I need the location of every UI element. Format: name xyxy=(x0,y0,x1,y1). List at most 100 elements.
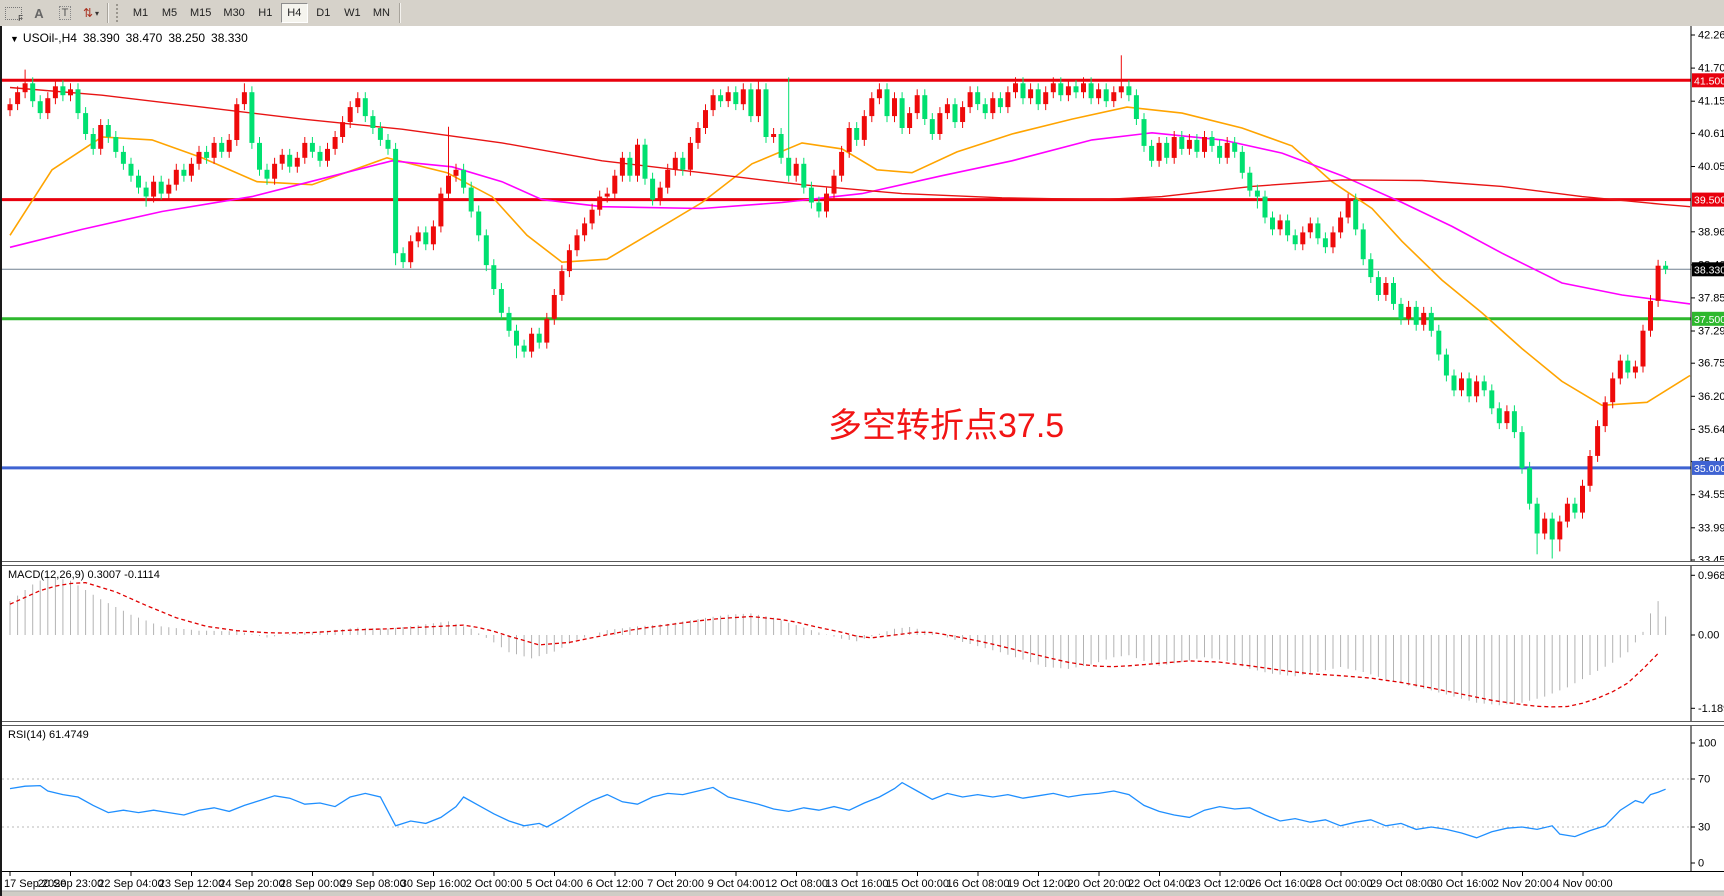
svg-text:37.850: 37.850 xyxy=(1698,292,1724,304)
text-tool-icon[interactable]: T xyxy=(53,3,77,23)
svg-text:-1.1896: -1.1896 xyxy=(1698,703,1724,715)
rsi-panel[interactable]: 100 70 30 0 xyxy=(2,726,1724,872)
timeframe-button-h1[interactable]: H1 xyxy=(252,3,279,23)
timeframe-button-d1[interactable]: D1 xyxy=(310,3,337,23)
svg-text:0.9688: 0.9688 xyxy=(1698,570,1724,582)
svg-text:22 Oct 04:00: 22 Oct 04:00 xyxy=(1128,878,1191,890)
timeframe-group: M1 M5 M15 M30 H1 H4 D1 W1 MN xyxy=(126,3,396,23)
arrow-label-tool-icon[interactable]: A xyxy=(34,5,44,21)
arrange-arrows-icon[interactable]: ⇅ ▾ xyxy=(82,6,100,20)
svg-text:2 Nov 20:00: 2 Nov 20:00 xyxy=(1493,878,1552,890)
svg-text:12 Oct 08:00: 12 Oct 08:00 xyxy=(765,878,828,890)
svg-text:26 Oct 16:00: 26 Oct 16:00 xyxy=(1249,878,1312,890)
high-value: 38.470 xyxy=(125,31,163,45)
svg-text:35.645: 35.645 xyxy=(1698,424,1724,436)
svg-text:41.705: 41.705 xyxy=(1698,63,1724,75)
open-value: 38.390 xyxy=(82,31,120,45)
svg-text:37.295: 37.295 xyxy=(1698,326,1724,338)
macd-axis[interactable]: 0.9688 0.00 -1.1896 xyxy=(1691,570,1724,715)
svg-text:24 Sep 20:00: 24 Sep 20:00 xyxy=(219,878,284,890)
macd-histogram xyxy=(9,576,1667,706)
svg-text:28 Sep 00:00: 28 Sep 00:00 xyxy=(280,878,345,890)
svg-text:42.260: 42.260 xyxy=(1698,30,1724,42)
ma-fast-line xyxy=(9,106,1691,407)
svg-text:29 Sep 08:00: 29 Sep 08:00 xyxy=(340,878,405,890)
ma-medium-line xyxy=(9,131,1691,305)
svg-text:9 Oct 04:00: 9 Oct 04:00 xyxy=(708,878,765,890)
toolbar-separator xyxy=(398,3,401,23)
rsi-axis[interactable]: 100 70 30 0 xyxy=(1691,738,1716,870)
svg-text:33.455: 33.455 xyxy=(1698,555,1724,562)
timeframe-button-m30[interactable]: M30 xyxy=(218,3,249,23)
svg-text:23 Sep 12:00: 23 Sep 12:00 xyxy=(159,878,224,890)
ma-slow-line xyxy=(9,86,1691,208)
svg-text:70: 70 xyxy=(1698,774,1710,786)
timeframe-button-m5[interactable]: M5 xyxy=(156,3,183,23)
rsi-indicator-label: RSI(14) 61.4749 xyxy=(8,729,89,741)
svg-text:34.550: 34.550 xyxy=(1698,489,1724,501)
svg-text:15 Oct 00:00: 15 Oct 00:00 xyxy=(886,878,949,890)
svg-text:0: 0 xyxy=(1698,858,1704,870)
svg-text:30: 30 xyxy=(1698,822,1710,834)
svg-text:5 Oct 04:00: 5 Oct 04:00 xyxy=(526,878,583,890)
svg-text:16 Oct 08:00: 16 Oct 08:00 xyxy=(947,878,1010,890)
svg-text:38.330: 38.330 xyxy=(1694,264,1724,276)
symbol-label: USOil-,H4 xyxy=(22,31,77,45)
rsi-line xyxy=(9,781,1666,839)
f-glyph: F xyxy=(18,14,23,23)
timeframe-button-h4[interactable]: H4 xyxy=(280,3,308,23)
svg-text:37.500: 37.500 xyxy=(1694,314,1724,326)
svg-text:100: 100 xyxy=(1698,738,1716,750)
chevron-down-icon[interactable]: ▾ xyxy=(95,8,100,18)
macd-indicator-label: MACD(12,26,9) 0.3007 -0.1114 xyxy=(8,569,160,581)
svg-text:23 Oct 12:00: 23 Oct 12:00 xyxy=(1189,878,1252,890)
svg-text:19 Oct 12:00: 19 Oct 12:00 xyxy=(1007,878,1070,890)
macd-signal-line xyxy=(9,581,1659,708)
main-price-chart[interactable]: 42.260 41.705 41.150 40.610 40.055 38.960 38.4… xyxy=(2,26,1724,561)
macd-panel[interactable]: 0.9688 0.00 -1.1896 xyxy=(2,566,1724,721)
svg-text:6 Oct 12:00: 6 Oct 12:00 xyxy=(587,878,644,890)
svg-text:33.995: 33.995 xyxy=(1698,522,1724,534)
chart-window: 42.260 41.705 41.150 40.610 40.055 38.960 38.4… xyxy=(0,26,1724,896)
svg-text:30 Sep 16:00: 30 Sep 16:00 xyxy=(401,878,466,890)
timeframe-button-mn[interactable]: MN xyxy=(368,3,395,23)
svg-text:17 Sep 2020: 17 Sep 2020 xyxy=(4,878,66,890)
svg-text:38.960: 38.960 xyxy=(1698,226,1724,238)
svg-text:28 Oct 00:00: 28 Oct 00:00 xyxy=(1310,878,1373,890)
low-value: 38.250 xyxy=(168,31,206,45)
svg-text:36.755: 36.755 xyxy=(1698,358,1724,370)
svg-text:4 Nov 00:00: 4 Nov 00:00 xyxy=(1553,878,1612,890)
svg-text:39.500: 39.500 xyxy=(1694,195,1724,207)
svg-text:22 Sep 04:00: 22 Sep 04:00 xyxy=(98,878,163,890)
svg-text:35.000: 35.000 xyxy=(1694,463,1724,475)
toolbar-drag-handle[interactable] xyxy=(116,4,122,22)
dotted-box-glyph xyxy=(4,6,22,20)
svg-text:20 Sep 23:00: 20 Sep 23:00 xyxy=(38,878,103,890)
toolbar-separator xyxy=(107,3,109,23)
timeframe-button-m15[interactable]: M15 xyxy=(185,3,216,23)
svg-text:41.500: 41.500 xyxy=(1694,75,1724,87)
timeframe-button-w1[interactable]: W1 xyxy=(339,3,366,23)
timeframe-button-m1[interactable]: M1 xyxy=(127,3,154,23)
trade-note-annotation: 多空转折点37.5 xyxy=(828,407,1065,445)
chart-grid-tool-icon[interactable]: F xyxy=(1,3,25,23)
collapse-triangle-icon[interactable]: ▼ xyxy=(10,34,19,44)
panel-separator[interactable] xyxy=(2,721,1724,726)
svg-text:40.610: 40.610 xyxy=(1698,128,1724,140)
close-value: 38.330 xyxy=(211,31,248,45)
candlesticks xyxy=(7,55,1669,559)
svg-text:7 Oct 20:00: 7 Oct 20:00 xyxy=(647,878,704,890)
price-axis[interactable]: 42.26041.70541.15040.61040.05538.96038.4… xyxy=(1691,30,1724,562)
panel-separator[interactable] xyxy=(2,561,1724,566)
svg-text:30 Oct 16:00: 30 Oct 16:00 xyxy=(1431,878,1494,890)
svg-text:36.200: 36.200 xyxy=(1698,391,1724,403)
svg-text:41.150: 41.150 xyxy=(1698,96,1724,108)
svg-text:29 Oct 08:00: 29 Oct 08:00 xyxy=(1370,878,1433,890)
svg-text:2 Oct 00:00: 2 Oct 00:00 xyxy=(466,878,523,890)
svg-text:20 Oct 20:00: 20 Oct 20:00 xyxy=(1068,878,1131,890)
svg-text:13 Oct 16:00: 13 Oct 16:00 xyxy=(826,878,889,890)
toolbar: F A T ⇅ ▾ M1 M5 M15 M30 H1 H4 D1 W1 MN xyxy=(0,0,1724,27)
